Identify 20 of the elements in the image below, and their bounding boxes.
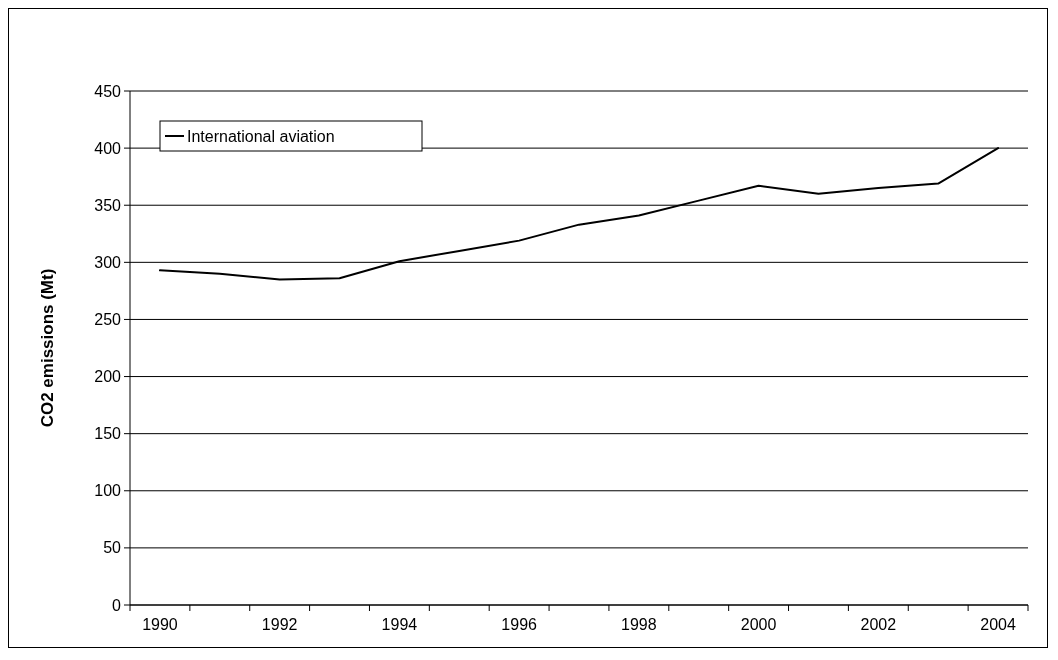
x-tick-label: 1998 xyxy=(621,616,657,633)
y-tick-label: 0 xyxy=(112,596,122,614)
y-tick-label: 350 xyxy=(94,196,122,214)
x-tick-label: 1996 xyxy=(501,616,538,633)
x-tick-label: 1992 xyxy=(261,616,298,633)
x-tick-label: 1990 xyxy=(142,616,178,633)
x-tick-label: 2000 xyxy=(740,616,777,633)
x-tick-label: 2002 xyxy=(860,616,897,633)
y-tick-label: 100 xyxy=(94,482,122,500)
y-tick-label: 250 xyxy=(94,311,122,329)
legend-label: International aviation xyxy=(187,127,335,145)
x-tick-label: 2004 xyxy=(980,616,1016,633)
y-tick-label: 450 xyxy=(94,82,122,100)
y-tick-label: 200 xyxy=(94,368,122,386)
y-axis-title: CO2 emissions (Mt) xyxy=(38,268,57,428)
x-tick-label: 1994 xyxy=(381,616,418,633)
y-tick-label: 50 xyxy=(103,539,122,557)
y-tick-label: 150 xyxy=(94,425,122,443)
y-tick-label: 400 xyxy=(94,139,122,157)
y-tick-label: 300 xyxy=(94,253,122,271)
